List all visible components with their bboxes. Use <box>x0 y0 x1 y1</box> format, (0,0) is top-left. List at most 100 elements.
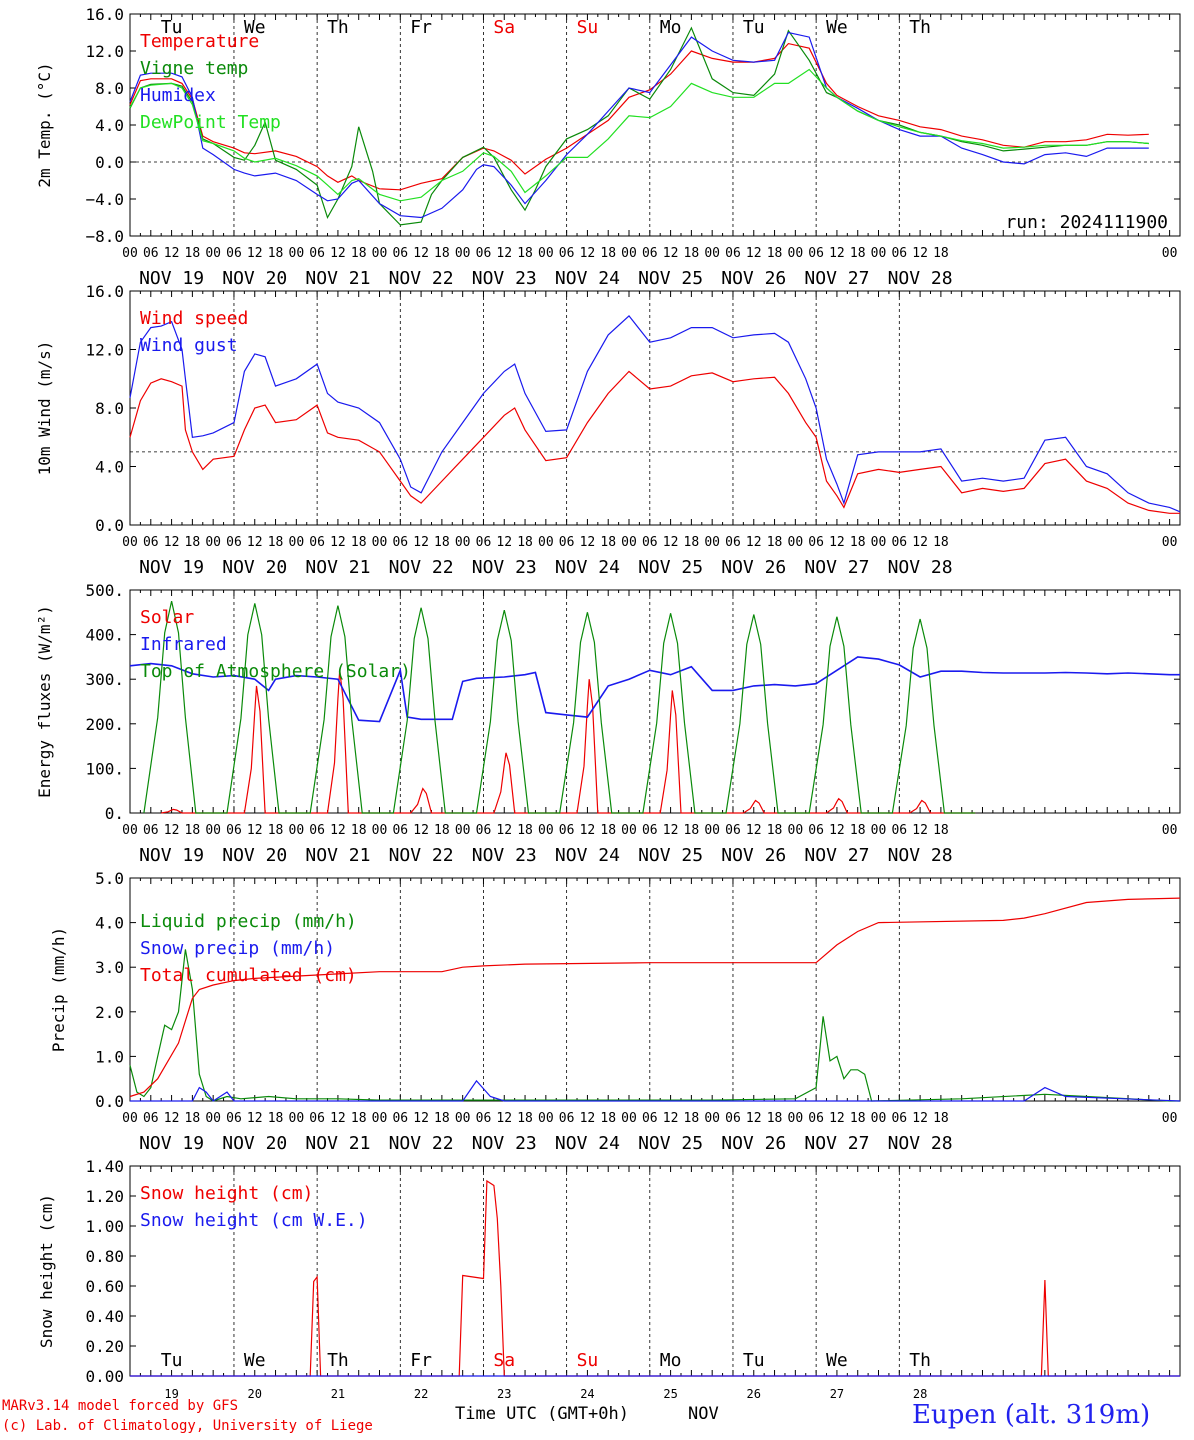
hour-tick-label: 06 <box>392 823 408 838</box>
y-tick-label: 0.0 <box>95 1092 124 1111</box>
hour-tick-label: 00 <box>871 535 887 550</box>
hour-tick-label: 12 <box>413 1111 429 1126</box>
date-label: NOV 20 <box>222 557 287 578</box>
legend-liquid-precip-mm-h-: Liquid precip (mm/h) <box>140 911 357 932</box>
series-dewpoint-temp <box>129 68 1149 202</box>
series-solar <box>161 670 976 814</box>
weekday-label: Th <box>327 1350 349 1371</box>
hour-tick-label: 00 <box>788 1111 804 1126</box>
hour-tick-label: 06 <box>559 1111 575 1126</box>
date-label: NOV 28 <box>888 1133 953 1154</box>
hour-tick-label: 00 <box>1162 246 1178 261</box>
hour-tick-label: 18 <box>434 535 450 550</box>
series-snow-height-cm- <box>130 1179 1180 1377</box>
weekday-label: Su <box>577 1350 599 1371</box>
weekday-label: Sa <box>493 1350 515 1371</box>
hour-tick-label: 06 <box>808 535 824 550</box>
hour-tick-label: 06 <box>476 1111 492 1126</box>
y-tick-label: 8.0 <box>95 79 124 98</box>
legend-top-of-atmosphere-solar-: Top of Atmosphere (Solar) <box>140 661 411 682</box>
hour-tick-label: 06 <box>476 246 492 261</box>
day-number-label: 22 <box>414 1387 428 1401</box>
hour-tick-label: 12 <box>580 246 596 261</box>
hour-tick-label: 06 <box>642 823 658 838</box>
day-number-label: 25 <box>663 1387 677 1401</box>
hour-tick-label: 18 <box>600 535 616 550</box>
date-label: NOV 27 <box>804 845 869 866</box>
y-tick-label: 2.0 <box>95 1003 124 1022</box>
hour-tick-label: 12 <box>663 535 679 550</box>
weekday-label: Fr <box>410 17 432 38</box>
hour-tick-label: 00 <box>122 246 138 261</box>
hour-tick-label: 00 <box>205 823 221 838</box>
series-top-of-atmosphere-solar- <box>143 600 976 814</box>
hour-tick-label: 00 <box>621 823 637 838</box>
hour-tick-label: 06 <box>143 246 159 261</box>
y-tick-label: 0.80 <box>85 1247 124 1266</box>
hour-tick-label: 18 <box>933 535 949 550</box>
weekday-label: Tu <box>743 17 765 38</box>
date-label: NOV 21 <box>305 1133 370 1154</box>
hour-tick-label: 06 <box>808 246 824 261</box>
y-tick-label: 5.0 <box>95 869 124 888</box>
hour-tick-label: 18 <box>434 246 450 261</box>
hour-tick-label: 06 <box>392 535 408 550</box>
date-label: NOV 25 <box>638 557 703 578</box>
hour-tick-label: 00 <box>621 246 637 261</box>
hour-tick-label: 18 <box>767 535 783 550</box>
weekday-label: Su <box>577 17 599 38</box>
hour-tick-label: 00 <box>871 1111 887 1126</box>
date-label: NOV 27 <box>804 557 869 578</box>
hour-tick-label: 06 <box>226 246 242 261</box>
hour-tick-label: 00 <box>372 823 388 838</box>
weekday-label: We <box>244 17 266 38</box>
y-axis-label: Snow height (cm) <box>37 1194 56 1348</box>
hour-tick-label: 06 <box>891 535 907 550</box>
xaxis-month: NOV <box>688 1404 719 1424</box>
hour-tick-label: 06 <box>725 823 741 838</box>
hour-tick-label: 12 <box>912 535 928 550</box>
weekday-label: Tu <box>161 17 183 38</box>
date-label: NOV 23 <box>472 1133 537 1154</box>
hour-tick-label: 18 <box>185 823 201 838</box>
y-tick-label: 1.20 <box>85 1187 124 1206</box>
y-tick-label: 4.0 <box>95 914 124 933</box>
hour-tick-label: 06 <box>642 535 658 550</box>
hour-tick-label: 00 <box>871 246 887 261</box>
date-label: NOV 26 <box>721 557 786 578</box>
hour-tick-label: 12 <box>912 246 928 261</box>
weekday-label: Th <box>909 1350 931 1371</box>
date-label: NOV 25 <box>638 1133 703 1154</box>
y-axis-label: Precip (mm/h) <box>49 927 68 1052</box>
legend-solar: Solar <box>140 607 194 628</box>
day-number-label: 19 <box>164 1387 178 1401</box>
hour-tick-label: 00 <box>289 823 305 838</box>
hour-tick-label: 12 <box>164 1111 180 1126</box>
hour-tick-label: 06 <box>143 1111 159 1126</box>
hour-tick-label: 06 <box>476 535 492 550</box>
hour-tick-label: 18 <box>185 535 201 550</box>
hour-tick-label: 18 <box>684 535 700 550</box>
plot-frame <box>129 589 1181 814</box>
hour-tick-label: 00 <box>372 1111 388 1126</box>
hour-tick-label: 00 <box>704 1111 720 1126</box>
hour-tick-label: 06 <box>891 246 907 261</box>
hour-tick-label: 18 <box>434 823 450 838</box>
weekday-label: Tu <box>161 1350 183 1371</box>
hour-tick-label: 00 <box>122 535 138 550</box>
legend-snow-height-cm-w-e-: Snow height (cm W.E.) <box>140 1210 368 1231</box>
hour-tick-label: 00 <box>455 535 471 550</box>
hour-tick-label: 00 <box>455 246 471 261</box>
legend-dewpoint-temp: DewPoint Temp <box>140 112 281 133</box>
hour-tick-label: 00 <box>538 1111 554 1126</box>
xaxis-title: Time UTC (GMT+0h) <box>455 1404 629 1424</box>
hour-tick-label: 18 <box>351 246 367 261</box>
hour-tick-label: 12 <box>330 535 346 550</box>
weekday-label: Sa <box>493 17 515 38</box>
hour-tick-label: 18 <box>517 823 533 838</box>
y-tick-label: 3.0 <box>95 958 124 977</box>
hour-tick-label: 18 <box>185 1111 201 1126</box>
legend-snow-height-cm-: Snow height (cm) <box>140 1183 313 1204</box>
hour-tick-label: 00 <box>871 823 887 838</box>
